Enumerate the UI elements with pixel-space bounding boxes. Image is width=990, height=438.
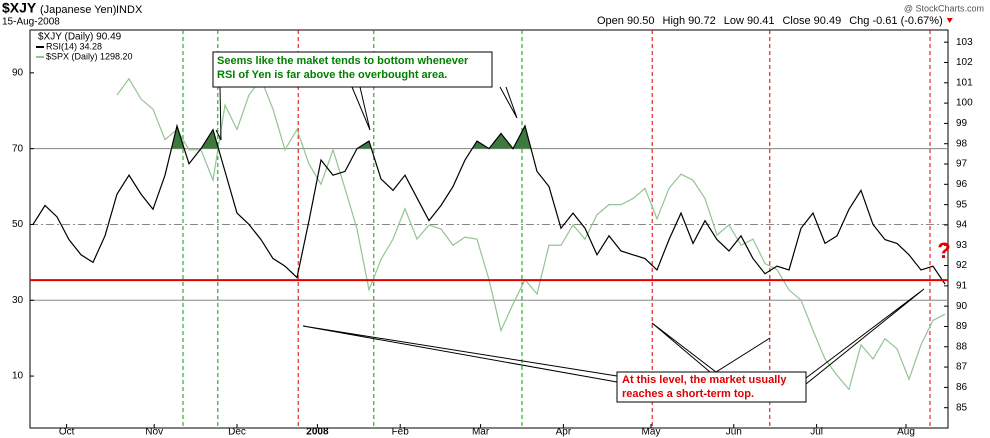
date: 15-Aug-2008 (2, 17, 60, 28)
quote: Open 90.50 High 90.72 Low 90.41 Close 90.49… (597, 15, 953, 27)
y2-tick-label: 101 (956, 77, 973, 88)
overbought-fill (171, 125, 531, 149)
callout-line (215, 86, 222, 141)
exchange: INDX (116, 4, 143, 16)
question-mark: ? (937, 238, 950, 263)
y-tick-label: 10 (12, 371, 24, 382)
x-tick-label: 2008 (306, 427, 329, 438)
y2-tick-label: 91 (956, 280, 968, 291)
series-line (32, 123, 946, 285)
y2-tick-label: 95 (956, 199, 968, 210)
y-tick-label: 70 (12, 143, 24, 154)
callout-line (499, 86, 518, 119)
y-tick-label: 30 (12, 295, 24, 306)
y2-tick-label: 90 (956, 301, 968, 312)
callout-line (805, 288, 925, 385)
x-tick-label: Jun (726, 427, 742, 438)
x-tick-label: Mar (472, 427, 490, 438)
quote-item: Chg -0.61 (-0.67%) (849, 15, 943, 27)
annotation-text: Seems like the maket tends to bottom whe… (217, 55, 469, 67)
callout-line (351, 86, 371, 131)
callouts (215, 86, 925, 385)
y2-tick-label: 98 (956, 138, 968, 149)
y2-tick-label: 100 (956, 98, 973, 109)
annotation-text: At this level, the market usually (622, 374, 787, 386)
symbol: $XJY (2, 0, 37, 16)
annotation-box (212, 51, 493, 88)
x-tick-label: Feb (392, 427, 410, 438)
y2-tick-label: 88 (956, 341, 968, 352)
legend-label: $SPX (Daily) 1298.20 (46, 51, 133, 61)
y2-tick-label: 86 (956, 382, 968, 393)
annotations: Seems like the maket tends to bottom whe… (217, 55, 787, 400)
name: (Japanese Yen) (40, 4, 116, 16)
x-tick-label: Nov (145, 427, 163, 438)
quote-item: High 90.72 (663, 15, 716, 27)
x-tick-label: Dec (228, 427, 246, 438)
y-tick-label: 90 (12, 67, 24, 78)
x-tick-label: Aug (897, 427, 915, 438)
annotation-text: reaches a short-term top. (622, 388, 754, 400)
y2-tick-label: 99 (956, 118, 968, 129)
legend-header: $XJY (Daily) 90.49 (38, 32, 122, 43)
chg-arrow (946, 18, 953, 23)
watermark: @ StockCharts.com (904, 3, 984, 13)
x-tick-label: Oct (59, 427, 75, 438)
y2-tick-label: 103 (956, 37, 973, 48)
y2-tick-label: 89 (956, 321, 968, 332)
y2-tick-label: 93 (956, 240, 968, 251)
y2-tick-label: 87 (956, 362, 968, 373)
y2-tick-label: 94 (956, 220, 968, 231)
y2-tick-label: 96 (956, 179, 968, 190)
y2-tick-label: 102 (956, 57, 973, 68)
y2-tick-label: 97 (956, 159, 968, 170)
annotation-box (616, 371, 807, 403)
annotation-text: RSI of Yen is far above the overbought a… (217, 69, 447, 81)
legend-label: RSI(14) 34.28 (46, 41, 102, 51)
y2-tick-label: 85 (956, 402, 968, 413)
quote-item: Open 90.50 (597, 15, 655, 27)
callout-line (651, 322, 771, 373)
x-tick-label: Jul (810, 427, 823, 438)
quote-item: Close 90.49 (782, 15, 841, 27)
x-tick-label: Apr (556, 427, 572, 438)
callout-line (302, 325, 618, 383)
plot-area (29, 29, 949, 429)
y-tick-label: 50 (12, 219, 24, 230)
quote-item: Low 90.41 (724, 15, 775, 27)
x-tick-label: May (642, 427, 661, 438)
y2-tick-label: 92 (956, 260, 968, 271)
